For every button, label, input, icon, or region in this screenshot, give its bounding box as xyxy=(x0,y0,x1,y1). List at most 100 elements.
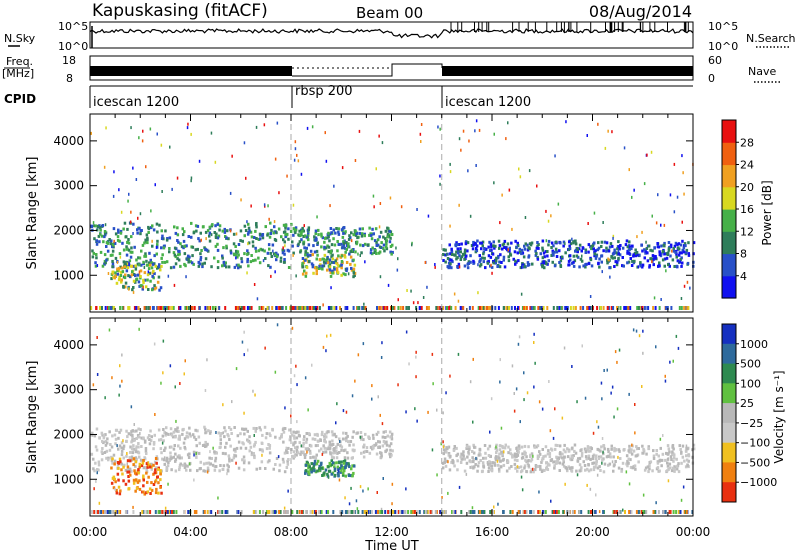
echo-cell xyxy=(554,510,557,514)
echo-cell xyxy=(386,434,389,438)
echo-cell xyxy=(137,306,140,310)
echo-cell xyxy=(627,306,630,310)
echo-cell xyxy=(598,465,601,469)
echo-cell xyxy=(302,438,305,442)
echo-cell xyxy=(128,306,131,310)
echo-cell xyxy=(450,253,454,256)
echo-cell xyxy=(658,250,661,254)
echo-cell xyxy=(533,332,535,336)
echo-cell xyxy=(521,452,524,456)
echo-cell xyxy=(232,252,236,256)
echo-cell xyxy=(91,433,94,437)
echo-cell xyxy=(305,246,308,250)
echo-cell xyxy=(390,252,393,256)
echo-cell xyxy=(523,306,525,310)
echo-cell xyxy=(658,306,661,310)
echo-cell xyxy=(128,259,132,263)
echo-cell xyxy=(268,235,272,239)
echo-cell xyxy=(135,472,138,476)
echo-cell xyxy=(536,244,539,248)
echo-cell xyxy=(335,306,338,310)
echo-cell xyxy=(333,467,337,471)
echo-cell xyxy=(655,345,657,349)
echo-cell xyxy=(324,131,326,135)
echo-cell xyxy=(355,499,358,503)
echo-cell xyxy=(469,214,472,218)
echo-cell xyxy=(442,445,445,449)
echo-cell xyxy=(246,220,248,224)
echo-cell xyxy=(126,470,129,474)
velocity-echo-marks xyxy=(90,323,696,514)
echo-cell xyxy=(586,448,589,452)
echo-cell xyxy=(406,289,408,292)
echo-cell xyxy=(547,243,550,247)
echo-cell xyxy=(327,235,330,239)
echo-cell xyxy=(651,214,653,218)
echo-cell xyxy=(303,456,307,459)
echo-cell xyxy=(199,231,202,235)
echo-cell xyxy=(126,452,128,455)
echo-cell xyxy=(206,358,208,362)
echo-cell xyxy=(451,510,453,514)
echo-cell xyxy=(641,230,643,234)
echo-cell xyxy=(647,470,650,474)
echo-cell xyxy=(380,454,383,458)
echo-cell xyxy=(512,257,515,261)
echo-cell xyxy=(667,247,671,251)
echo-cell xyxy=(134,264,137,268)
echo-cell xyxy=(133,469,136,473)
echo-cell xyxy=(107,456,110,460)
echo-cell xyxy=(602,249,605,253)
echo-cell xyxy=(258,466,262,470)
echo-cell xyxy=(658,469,661,473)
echo-cell xyxy=(111,243,115,247)
echo-cell xyxy=(271,306,274,310)
echo-cell xyxy=(146,236,149,240)
echo-cell xyxy=(321,264,324,268)
echo-cell xyxy=(206,442,209,446)
echo-cell xyxy=(502,255,506,259)
echo-cell xyxy=(284,244,286,248)
echo-cell xyxy=(667,241,671,244)
echo-cell xyxy=(181,463,185,467)
echo-cell xyxy=(330,255,333,259)
echo-cell xyxy=(537,306,540,310)
echo-cell xyxy=(359,431,363,434)
echo-cell xyxy=(540,263,544,267)
echo-cell xyxy=(558,261,561,264)
echo-cell xyxy=(237,243,241,246)
echo-cell xyxy=(132,444,135,448)
echo-cell xyxy=(350,266,353,270)
echo-cell xyxy=(576,459,580,463)
echo-cell xyxy=(455,241,458,245)
echo-cell xyxy=(671,249,673,253)
echo-cell xyxy=(595,254,598,258)
echo-cell xyxy=(187,510,190,514)
echo-cell xyxy=(517,444,521,448)
echo-cell xyxy=(497,456,501,460)
echo-cell xyxy=(292,227,296,231)
echo-cell xyxy=(460,510,463,514)
echo-cell xyxy=(176,455,179,459)
echo-cell xyxy=(555,250,559,254)
echo-cell xyxy=(636,253,639,257)
echo-cell xyxy=(125,253,129,257)
echo-cell xyxy=(516,465,519,469)
echo-cell xyxy=(167,482,169,486)
echo-cell xyxy=(625,470,628,474)
echo-cell xyxy=(340,273,343,277)
echo-cell xyxy=(536,444,540,448)
echo-cell xyxy=(335,227,338,230)
echo-cell xyxy=(564,306,567,310)
echo-cell xyxy=(358,306,361,310)
echo-cell xyxy=(258,232,262,236)
echo-cell xyxy=(294,140,297,144)
echo-cell xyxy=(103,253,107,257)
echo-cell xyxy=(458,254,461,258)
echo-cell xyxy=(343,469,346,473)
echo-cell xyxy=(363,302,365,306)
echo-cell xyxy=(145,259,148,263)
echo-cell xyxy=(109,306,112,310)
echo-cell xyxy=(367,487,369,491)
echo-cell xyxy=(667,452,670,456)
